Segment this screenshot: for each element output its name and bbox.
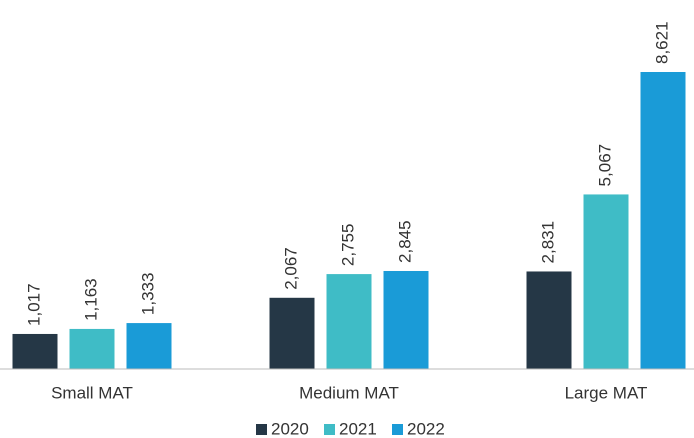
- data-label: 2,831: [538, 221, 557, 264]
- data-label: 8,621: [652, 21, 671, 64]
- legend-swatch: [256, 424, 267, 435]
- bar: [12, 333, 58, 369]
- legend-label: 2020: [271, 419, 309, 438]
- data-label: 2,067: [281, 247, 300, 290]
- bar: [326, 274, 372, 369]
- legend-label: 2022: [407, 419, 445, 438]
- bar: [640, 72, 686, 369]
- data-label: 1,017: [24, 283, 43, 326]
- x-tick-label: Large MAT: [565, 383, 648, 402]
- bar: [526, 271, 572, 369]
- bar: [583, 194, 629, 369]
- x-tick-label: Medium MAT: [299, 383, 399, 402]
- bar: [383, 270, 429, 369]
- bar: [269, 297, 315, 369]
- x-tick-label: Small MAT: [51, 383, 133, 402]
- data-label: 1,163: [81, 278, 100, 321]
- legend-swatch: [392, 424, 403, 435]
- data-label: 2,755: [338, 224, 357, 267]
- bar: [126, 323, 172, 369]
- data-label: 2,845: [395, 220, 414, 263]
- data-label: 5,067: [595, 144, 614, 187]
- legend-swatch: [324, 424, 335, 435]
- data-label: 1,333: [138, 273, 157, 316]
- legend-label: 2021: [339, 419, 377, 438]
- bar: [69, 328, 115, 369]
